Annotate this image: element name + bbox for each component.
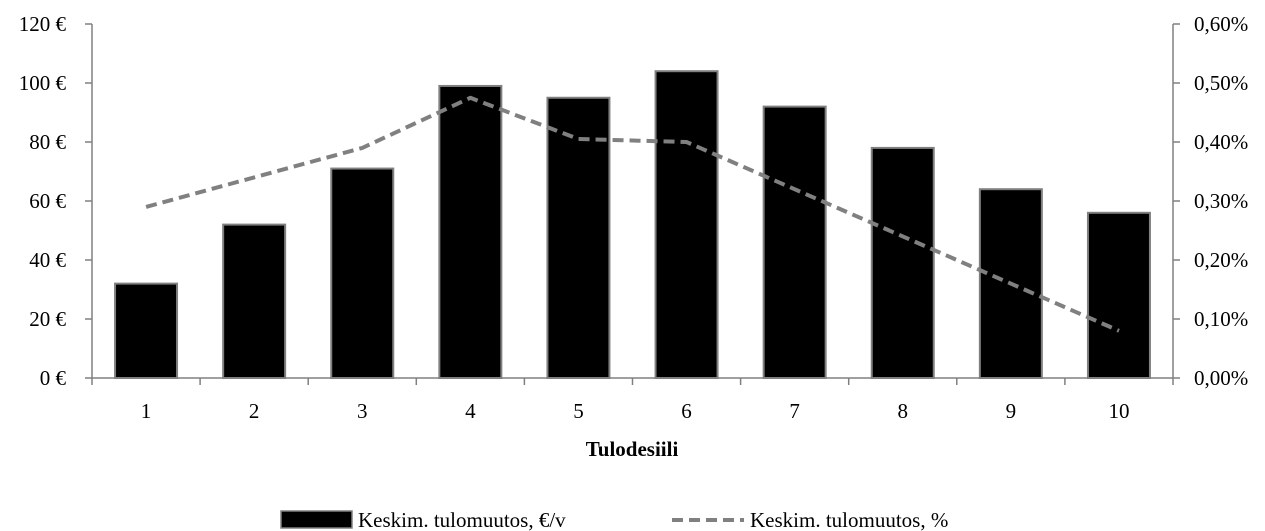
left-tick-label: 120 € [19,12,67,36]
right-tick-label: 0,00% [1194,366,1248,390]
x-tick-label: 2 [249,399,260,423]
right-tick-label: 0,30% [1194,189,1248,213]
left-tick-label: 80 € [29,130,66,154]
x-tick-label: 9 [1006,399,1017,423]
bar [762,105,827,379]
left-tick-label: 40 € [29,248,66,272]
x-tick-label: 4 [465,399,476,423]
bar [1086,211,1151,379]
x-tick-label: 6 [681,399,692,423]
bar [438,84,503,379]
right-tick-label: 0,40% [1194,130,1248,154]
bar [114,282,179,380]
x-tick-label: 5 [573,399,584,423]
left-tick-label: 100 € [19,71,67,95]
right-tick-label: 0,60% [1194,12,1248,36]
x-tick-label: 8 [898,399,909,423]
tick-labels: 0 € 20 € 40 € 60 € 80 € 100 € 120 € 0,00% 0,10% 0… [19,12,1249,423]
x-axis-title: Tulodesiili [586,437,679,461]
left-tick-label: 20 € [29,307,66,331]
left-tick-label: 60 € [29,189,66,213]
legend-bar-label: Keskim. tulomuutos, €/v [358,508,566,531]
x-tick-label: 3 [357,399,368,423]
x-tick-label: 7 [789,399,800,423]
legend-bar-swatch [280,510,353,529]
bar [654,70,719,379]
right-tick-label: 0,50% [1194,71,1248,95]
bar [330,167,395,379]
legend-line-label: Keskim. tulomuutos, % [750,508,948,531]
bar [870,146,935,379]
legend: Keskim. tulomuutos, €/v Keskim. tulomuut… [280,508,948,531]
left-tick-label: 0 € [40,366,67,390]
bar [546,96,611,379]
right-tick-label: 0,20% [1194,248,1248,272]
x-tick-label: 10 [1108,399,1129,423]
right-tick-label: 0,10% [1194,307,1248,331]
bar [222,223,287,379]
line-series-path [145,95,1120,333]
x-tick-label: 1 [141,399,152,423]
line-series [145,95,1120,333]
bar-series [114,70,1151,380]
